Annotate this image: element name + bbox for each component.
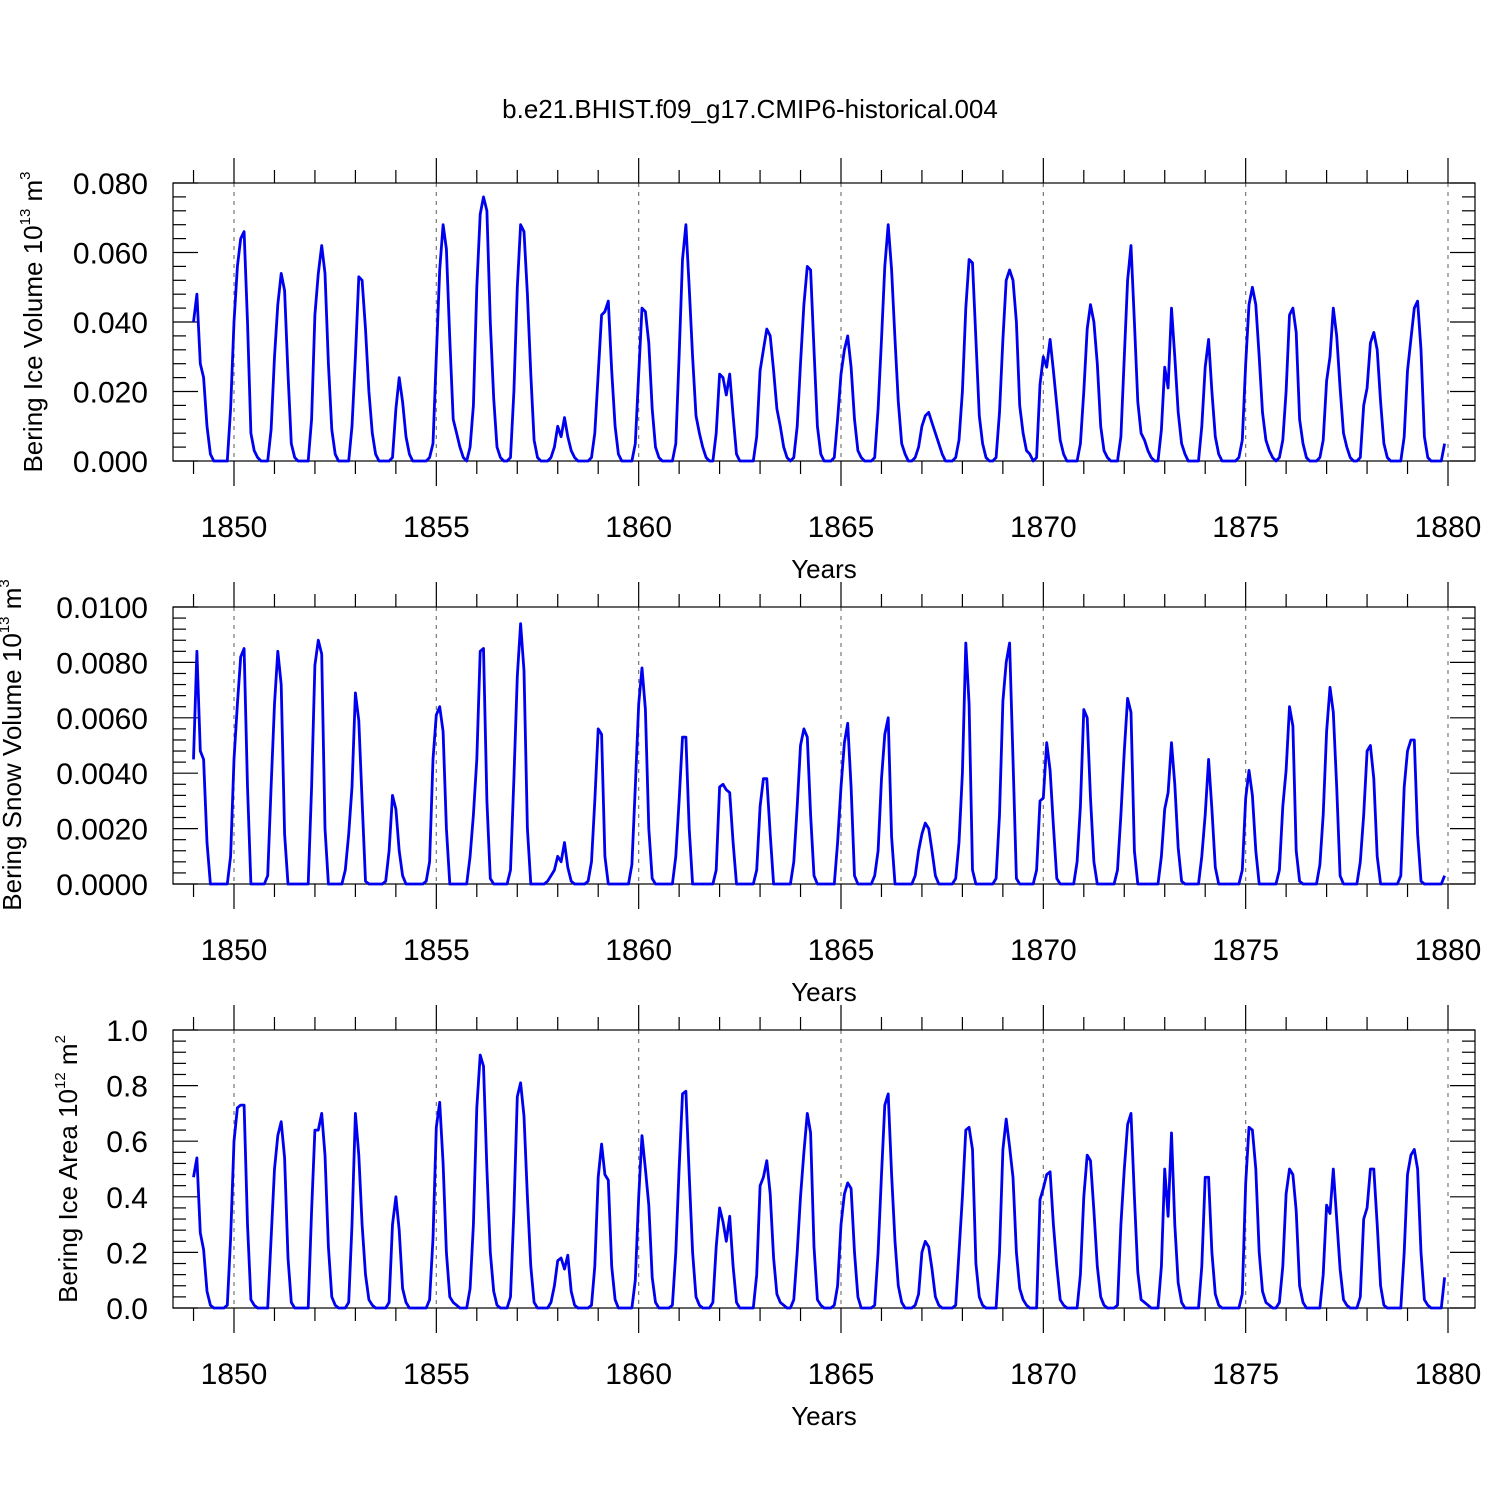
x-tick-label-1870: 1870 — [1010, 934, 1077, 967]
y-tick-label: 0.0080 — [56, 647, 148, 680]
y-tick-label: 0.020 — [73, 377, 148, 410]
y-tick-label: 0.4 — [106, 1182, 148, 1215]
x-tick-label-1860: 1860 — [605, 1358, 672, 1391]
x-tick-label-1875: 1875 — [1212, 1358, 1279, 1391]
y-tick-label: 0.0 — [106, 1293, 148, 1326]
x-tick-label-1865: 1865 — [808, 511, 875, 544]
x-axis-label: Years — [791, 554, 857, 584]
series-line — [192, 1053, 1446, 1310]
series-line — [192, 622, 1446, 886]
x-tick-label-1850: 1850 — [201, 511, 268, 544]
y-tick-label: 1.0 — [106, 1015, 148, 1048]
x-tick-label-1865: 1865 — [808, 934, 875, 967]
x-tick-label-1860: 1860 — [605, 511, 672, 544]
y-tick-label: 0.000 — [73, 446, 148, 479]
x-tick-label-1875: 1875 — [1212, 934, 1279, 967]
x-tick-label-1880: 1880 — [1415, 1358, 1482, 1391]
y-axis-label: Bering Snow Volume 1013 m3 — [0, 579, 27, 910]
chart-panel-2: 0.0000 0.0020 0.0040 0.0060 0.0080 0.0100 1850… — [0, 579, 1481, 1007]
y-tick-label: 0.0060 — [56, 703, 148, 736]
x-tick-label-1880: 1880 — [1415, 511, 1482, 544]
plot-frame — [172, 182, 1476, 462]
y-tick-label: 0.060 — [73, 238, 148, 271]
y-axis-label: Bering Ice Volume 1013 m3 — [17, 171, 48, 472]
figure-title: b.e21.BHIST.f09_g17.CMIP6-historical.004 — [502, 94, 998, 124]
chart-panel-3: 0.0 0.2 0.4 0.6 0.8 1.0 1850 1855 1860 1865 1870 18… — [52, 1005, 1481, 1431]
y-tick-label: 0.2 — [106, 1237, 148, 1270]
y-tick-label: 0.0100 — [56, 592, 148, 625]
y-tick-label: 0.6 — [106, 1126, 148, 1159]
series-line — [192, 195, 1446, 463]
y-tick-label: 0.0040 — [56, 758, 148, 791]
x-tick-label-1855: 1855 — [403, 934, 470, 967]
y-tick-label: 0.8 — [106, 1071, 148, 1104]
x-tick-label-1880: 1880 — [1415, 934, 1482, 967]
panels: 0.000 0.020 0.040 0.060 0.080 1850 1855 1860 186… — [0, 158, 1481, 1431]
y-tick-label: 0.0020 — [56, 814, 148, 847]
y-axis-label: Bering Ice Area 1012 m2 — [52, 1035, 83, 1303]
x-tick-label-1860: 1860 — [605, 934, 672, 967]
x-tick-label-1855: 1855 — [403, 511, 470, 544]
x-tick-label-1875: 1875 — [1212, 511, 1279, 544]
chart-panel-1: 0.000 0.020 0.040 0.060 0.080 1850 1855 1860 186… — [17, 158, 1481, 584]
y-tick-label: 0.040 — [73, 307, 148, 340]
x-axis-label: Years — [791, 977, 857, 1007]
y-tick-label: 0.080 — [73, 168, 148, 201]
x-tick-label-1870: 1870 — [1010, 511, 1077, 544]
y-tick-label: 0.0000 — [56, 869, 148, 902]
x-axis-label: Years — [791, 1401, 857, 1431]
x-tick-label-1850: 1850 — [201, 1358, 268, 1391]
x-tick-label-1865: 1865 — [808, 1358, 875, 1391]
x-tick-label-1850: 1850 — [201, 934, 268, 967]
x-tick-label-1855: 1855 — [403, 1358, 470, 1391]
x-tick-label-1870: 1870 — [1010, 1358, 1077, 1391]
plot-frame — [172, 1029, 1476, 1309]
